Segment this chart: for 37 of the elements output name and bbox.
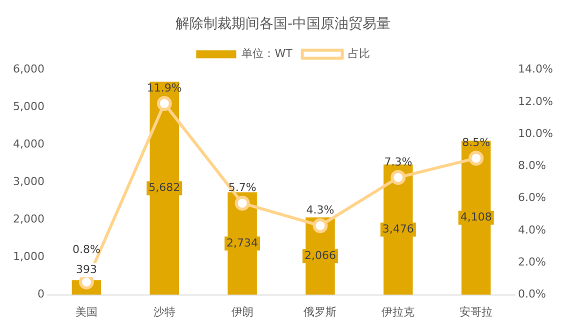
y2-tick-label: 8.0% bbox=[518, 159, 546, 172]
data-label: 3,476 bbox=[382, 222, 414, 236]
point bbox=[390, 170, 406, 185]
y2-tick-label: 2.0% bbox=[518, 256, 546, 269]
y-tick-label: 2,000 bbox=[12, 212, 44, 226]
y-tick-label: 5,000 bbox=[12, 100, 44, 114]
data-label: 4,108 bbox=[460, 210, 492, 224]
data-label: 393 bbox=[76, 262, 97, 276]
x-tick-label: 俄罗斯 bbox=[304, 305, 337, 318]
point bbox=[234, 196, 250, 211]
data-label: 0.8% bbox=[72, 242, 100, 256]
data-label: 4.3% bbox=[306, 204, 334, 217]
y2-tick-label: 6.0% bbox=[518, 191, 546, 204]
y2-tick-label: 10.0% bbox=[518, 126, 554, 140]
y-tick-label: 4,000 bbox=[12, 138, 44, 151]
x-tick-label: 美国 bbox=[75, 305, 98, 318]
x-tick-label: 伊朗 bbox=[231, 305, 254, 318]
y-tick-label: 3,000 bbox=[12, 175, 44, 188]
y-tick-label: 1,000 bbox=[12, 250, 44, 264]
y2-tick-label: 14.0% bbox=[518, 62, 554, 76]
point bbox=[312, 218, 328, 234]
point bbox=[468, 150, 484, 166]
y2-tick-label: 12.0% bbox=[518, 94, 554, 108]
chart-title: 解除制裁期间各国-中国原油贸易量 bbox=[175, 16, 391, 32]
data-label: 2,066 bbox=[304, 248, 336, 262]
y2-tick-label: 4.0% bbox=[518, 223, 546, 236]
legend-label: 占比 bbox=[348, 47, 370, 60]
legend-label: 单位：WT bbox=[242, 47, 293, 60]
y2-tick-label: 0.0% bbox=[518, 288, 546, 301]
x-tick-label: 沙特 bbox=[153, 305, 176, 318]
point bbox=[156, 96, 172, 112]
x-tick-label: 安哥拉 bbox=[460, 305, 493, 318]
data-label: 2,734 bbox=[226, 236, 258, 250]
data-label: 5,682 bbox=[148, 181, 180, 194]
x-tick-label: 伊拉克 bbox=[382, 305, 415, 318]
y-tick-label: 0 bbox=[37, 288, 44, 301]
y-tick-label: 6,000 bbox=[12, 62, 44, 76]
